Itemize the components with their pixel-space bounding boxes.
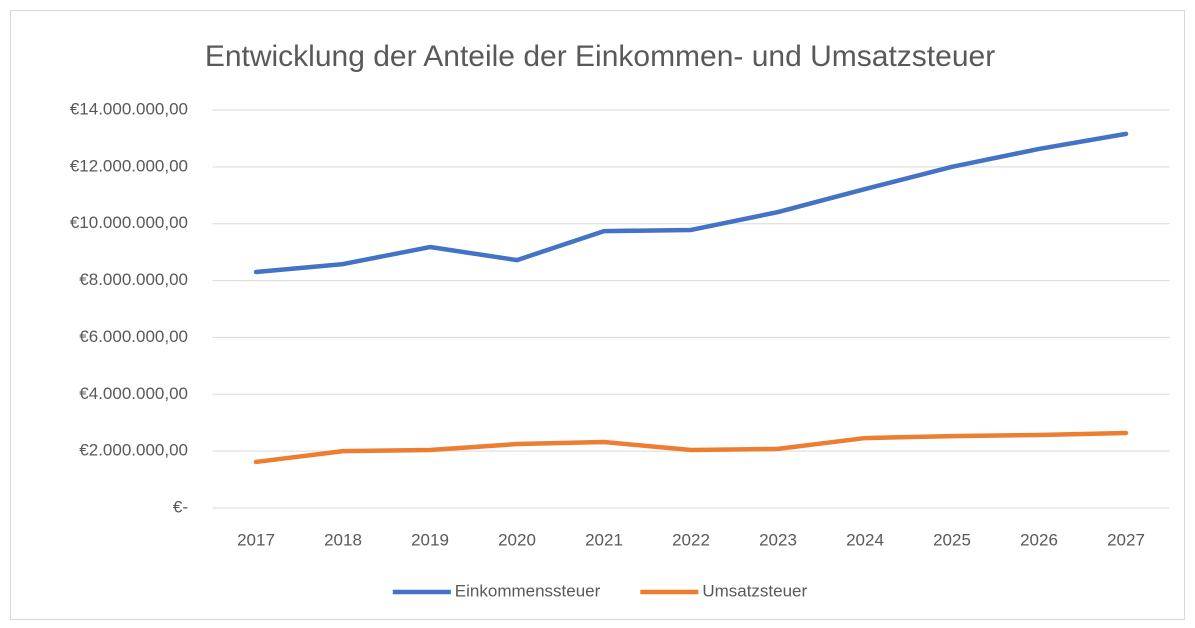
x-tick-label: 2024 [846, 530, 884, 549]
x-tick-label: 2025 [933, 530, 971, 549]
x-tick-label: 2027 [1107, 530, 1145, 549]
legend-label: Umsatzsteuer [702, 581, 807, 600]
x-tick-label: 2026 [1020, 530, 1058, 549]
x-tick-label: 2022 [672, 530, 710, 549]
y-tick-label: €8.000.000,00 [79, 270, 188, 289]
data-line [253, 430, 1129, 465]
y-tick-label: €12.000.000,00 [70, 156, 188, 175]
y-tick-label: €10.000.000,00 [70, 213, 188, 232]
chart-frame [10, 10, 1185, 620]
chart-title: Entwicklung der Anteile der Einkommen- u… [205, 40, 995, 73]
x-tick-label: 2021 [585, 530, 623, 549]
x-tick-label: 2023 [759, 530, 797, 549]
y-tick-label: €6.000.000,00 [79, 327, 188, 346]
x-tick-label: 2019 [411, 530, 449, 549]
legend-label: Einkommenssteuer [455, 581, 601, 600]
x-tick-label: 2017 [237, 530, 275, 549]
y-tick-label: €- [173, 497, 188, 516]
x-tick-label: 2018 [324, 530, 362, 549]
y-tick-label: €2.000.000,00 [79, 441, 188, 460]
data-line [253, 131, 1129, 275]
x-tick-label: 2020 [498, 530, 536, 549]
y-tick-label: €4.000.000,00 [79, 384, 188, 403]
y-tick-label: €14.000.000,00 [70, 99, 188, 118]
